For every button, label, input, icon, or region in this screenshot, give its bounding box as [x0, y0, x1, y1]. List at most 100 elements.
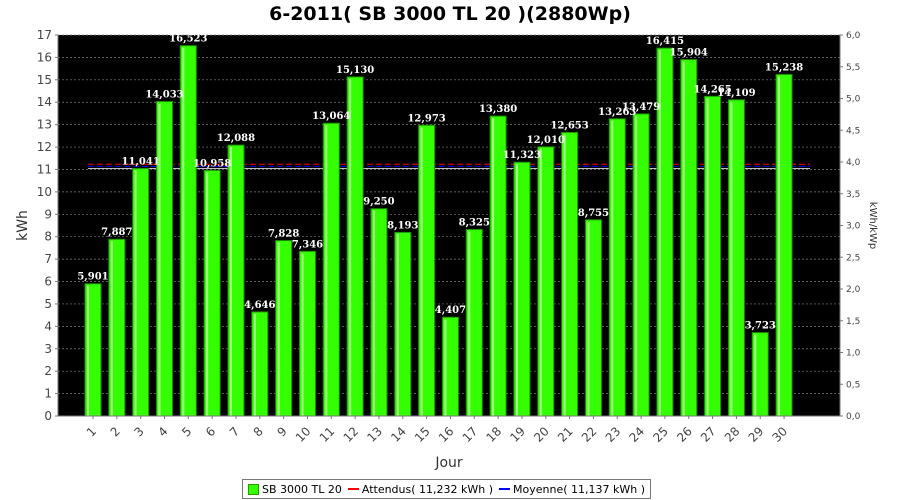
- bar-highlight: [682, 61, 685, 416]
- x-tick-label: 25: [650, 424, 671, 445]
- bar-highlight: [301, 253, 304, 416]
- bar-value-label: 14,109: [717, 88, 755, 99]
- bar-value-label: 13,263: [598, 107, 636, 118]
- bars: [84, 45, 793, 417]
- bar-highlight: [492, 118, 495, 416]
- chart-title: 6-2011( SB 3000 TL 20 )(2880Wp): [269, 3, 631, 25]
- bar-value-label: 13,064: [312, 111, 350, 122]
- bar-value-label: 10,958: [193, 158, 231, 169]
- bar-value-label: 16,523: [169, 34, 207, 45]
- x-tick-label: 8: [251, 424, 266, 439]
- x-tick-label: 18: [484, 424, 505, 445]
- x-tick-label: 12: [341, 424, 362, 445]
- y-axis-label: kWh: [15, 210, 31, 241]
- bar-value-label: 12,653: [550, 120, 588, 131]
- x-tick-label: 2: [108, 424, 123, 439]
- bar-value-label: 8,193: [387, 220, 418, 231]
- y2-tick-label: 1,0: [846, 349, 861, 359]
- x-tick-label: 13: [364, 424, 385, 445]
- bar-highlight: [539, 148, 542, 416]
- bar-highlight: [706, 98, 709, 416]
- bar-highlight: [372, 210, 375, 416]
- bar-value-label: 14,033: [145, 89, 183, 100]
- bar-value-label: 7,828: [268, 229, 299, 240]
- y2-tick-label: 0,5: [846, 380, 860, 390]
- bar-highlight: [110, 241, 113, 416]
- bar-highlight: [206, 172, 209, 416]
- bar-highlight: [658, 50, 661, 417]
- bar-value-label: 12,088: [217, 133, 255, 144]
- y-tick-label: 9: [44, 207, 52, 221]
- bar-value-label: 15,130: [336, 65, 374, 76]
- y2-tick-label: 1,5: [846, 317, 860, 327]
- bar-highlight: [182, 47, 185, 417]
- x-tick-label: 28: [722, 424, 743, 445]
- x-tick-label: 10: [293, 424, 314, 445]
- legend-swatch-attendu: [347, 488, 359, 490]
- y-tick-label: 4: [44, 319, 52, 333]
- bar-highlight: [420, 127, 423, 417]
- x-tick-label: 17: [460, 424, 481, 445]
- x-tick-label: 16: [436, 424, 457, 445]
- legend-label-production: SB 3000 TL 20: [262, 482, 342, 496]
- x-axis-label: Jour: [434, 455, 463, 471]
- x-tick-label: 1: [84, 424, 99, 439]
- bar-value-label: 12,010: [527, 135, 565, 146]
- x-tick-label: 3: [131, 424, 146, 439]
- bar-value-label: 13,380: [479, 104, 517, 115]
- bar-value-label: 8,755: [578, 208, 609, 219]
- x-tick-label: 23: [603, 424, 624, 445]
- y-tick-label: 12: [37, 140, 52, 154]
- x-axis: 1 2 3 4 5 6 7 8 9 10 11 12 13 14 15 16 17 18 19 20 21 22 23 24 2…: [58, 415, 840, 445]
- bar-highlight: [563, 134, 566, 416]
- x-tick-label: 26: [674, 424, 695, 445]
- y-tick-label: 7: [44, 252, 52, 266]
- bar-value-label: 16,415: [646, 36, 684, 47]
- bar-highlight: [134, 170, 137, 416]
- bar-value-label: 14,265: [693, 84, 731, 95]
- bar-value-label: 9,250: [363, 197, 394, 208]
- bar-value-label: 15,904: [670, 48, 708, 59]
- y-tick-label: 14: [37, 95, 52, 109]
- y2-tick-label: 0,0: [846, 412, 861, 422]
- bar-highlight: [754, 334, 757, 416]
- legend-label-moyenne: Moyenne( 11,137 kWh ): [513, 482, 646, 496]
- bar-value-label: 7,346: [292, 239, 323, 250]
- y2-tick-label: 3,5: [846, 190, 860, 200]
- y-tick-label: 17: [37, 28, 52, 42]
- legend-item-production: SB 3000 TL 20: [248, 483, 342, 496]
- y-tick-label: 2: [44, 364, 52, 378]
- x-tick-label: 15: [412, 424, 433, 445]
- bar-highlight: [229, 147, 232, 416]
- bar-highlight: [635, 115, 638, 416]
- bar-value-label: 7,887: [101, 227, 132, 238]
- bar-value-label: 13,479: [622, 102, 660, 113]
- y-tick-label: 15: [37, 73, 52, 87]
- legend-label-attendu: Attendus( 11,232 kWh ): [361, 482, 494, 496]
- legend-item-attendu: Attendus( 11,232 kWh ): [347, 482, 494, 496]
- y-tick-label: 1: [44, 387, 52, 401]
- bar-value-label: 5,901: [77, 272, 108, 283]
- bar-value-labels: 5,901 7,887 11,041 14,033 16,523 10,958 12,088…: [77, 34, 803, 332]
- bar-value-label: 12,973: [407, 113, 445, 124]
- y2-tick-label: 4,5: [846, 126, 860, 136]
- y2-tick-label: 6,0: [846, 31, 861, 41]
- x-tick-label: 7: [227, 424, 242, 439]
- y2-tick-label: 2,5: [846, 253, 860, 263]
- x-tick-label: 21: [555, 424, 576, 445]
- y2-axis-label: kWh/kWp: [867, 202, 878, 249]
- y2-tick-label: 4,0: [846, 158, 861, 168]
- y-tick-label: 10: [37, 185, 52, 199]
- bar-highlight: [158, 103, 161, 417]
- x-tick-label: 22: [579, 424, 600, 445]
- y2-tick-label: 2,0: [846, 285, 861, 295]
- y-tick-label: 13: [37, 118, 52, 132]
- x-tick-label: 27: [698, 424, 719, 445]
- bar-value-label: 11,041: [122, 157, 160, 168]
- x-tick-label: 14: [388, 424, 409, 445]
- bar-highlight: [396, 234, 399, 416]
- y-tick-label: 8: [44, 230, 52, 244]
- bar-value-label: 8,325: [459, 217, 490, 228]
- bar-value-label: 3,723: [745, 321, 776, 332]
